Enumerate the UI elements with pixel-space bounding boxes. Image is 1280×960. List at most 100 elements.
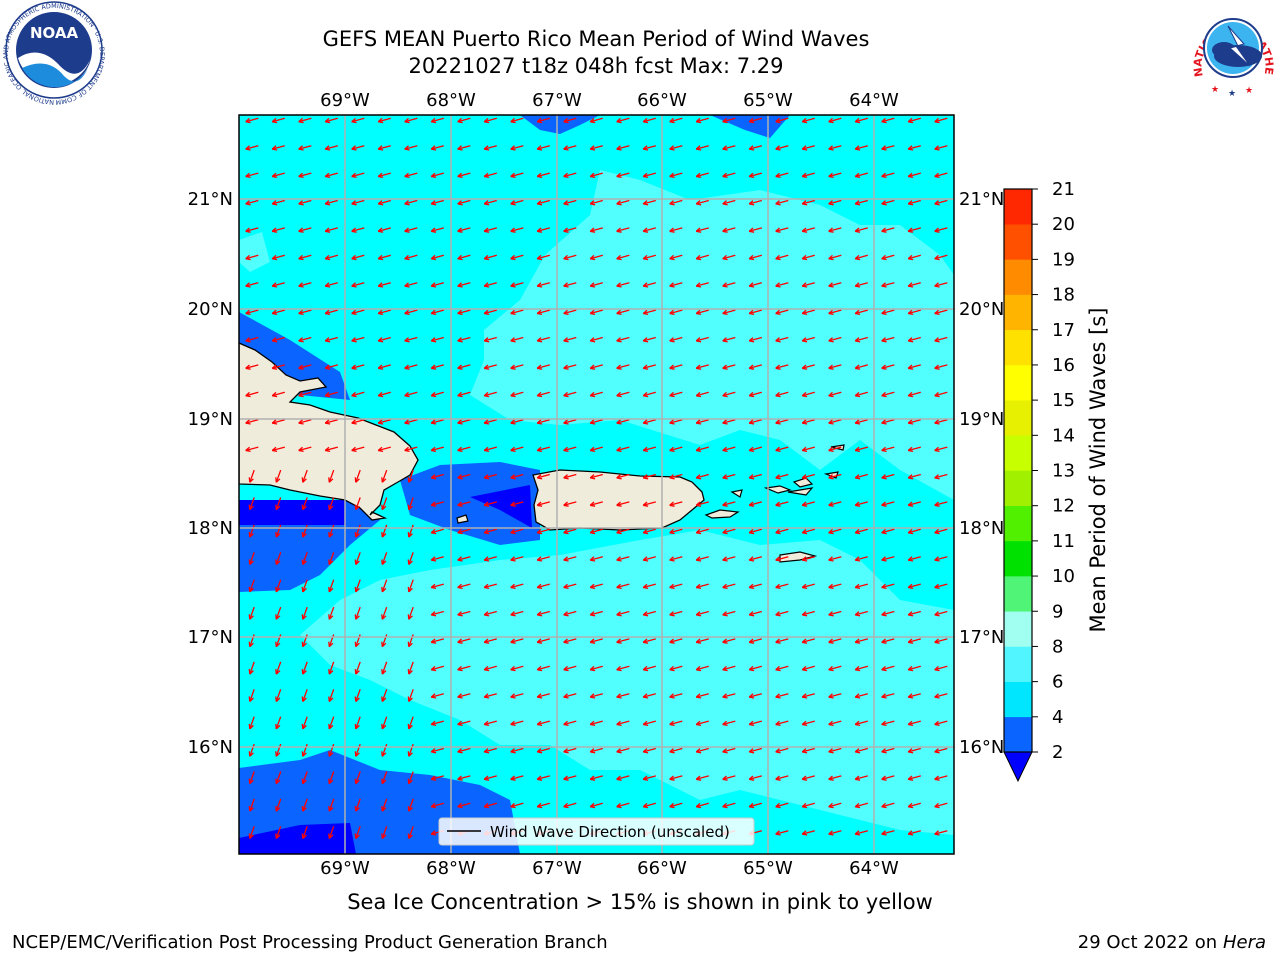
wind-wave-arrowhead [563, 723, 569, 727]
wind-wave-arrowhead [563, 778, 569, 781]
wind-wave-arrow [537, 610, 550, 616]
wind-wave-arrowhead [354, 477, 357, 483]
wind-wave-arrowhead [328, 833, 330, 839]
wind-wave-arrow [590, 419, 603, 424]
wind-wave-arrowhead [510, 285, 516, 288]
wind-wave-arrowhead [934, 669, 940, 672]
wind-wave-arrow [616, 391, 630, 397]
wind-wave-arrowhead [484, 641, 490, 644]
wind-wave-arrowhead [457, 611, 462, 616]
wind-wave-arrowhead [510, 638, 515, 643]
wind-wave-arrow [431, 528, 444, 534]
wind-wave-arrowhead [642, 200, 648, 205]
wind-wave-arrowhead [616, 230, 622, 233]
wind-wave-arrow [457, 747, 471, 753]
wind-wave-arrowhead [775, 611, 780, 616]
wind-wave-arrowhead [302, 478, 307, 483]
wind-wave-arrowhead [642, 802, 648, 808]
svg-text:NATIONAL WEATHER SERVICE: NATIONAL WEATHER SERVICE [0, 0, 1276, 78]
wind-wave-arrow [563, 665, 577, 671]
wind-wave-arrowhead [483, 474, 489, 479]
wind-wave-arrowhead [325, 312, 331, 316]
wind-wave-arrowhead [404, 254, 409, 260]
wind-wave-arrowhead [510, 559, 516, 562]
wind-wave-arrowhead [722, 175, 728, 179]
wind-wave-arrowhead [484, 175, 490, 179]
wind-wave-arrow [696, 282, 709, 287]
wind-wave-arrow [669, 172, 683, 178]
wind-wave-arrowhead [828, 312, 834, 316]
wind-wave-arrowhead [537, 203, 543, 206]
wind-wave-arrowhead [457, 227, 462, 232]
wind-wave-arrowhead [537, 395, 543, 398]
wind-wave-arrow [828, 254, 842, 260]
wind-wave-arrowhead [589, 227, 595, 232]
wind-wave-arrowhead [408, 807, 413, 812]
wind-wave-arrow [643, 336, 656, 342]
wind-wave-arrowhead [589, 775, 595, 780]
wind-wave-arrow [249, 497, 255, 510]
wind-wave-arrowhead [934, 830, 939, 835]
wind-wave-arrowhead [669, 720, 674, 725]
wind-wave-arrowhead [275, 807, 281, 812]
wind-wave-arrowhead [510, 367, 516, 370]
wind-wave-arrowhead [457, 446, 462, 451]
wind-wave-arrowhead [801, 172, 807, 177]
wind-wave-arrow [908, 172, 921, 178]
wind-wave-arrowhead [669, 282, 674, 287]
wind-wave-arrow [563, 501, 577, 506]
wind-wave-arrowhead [381, 587, 387, 593]
wind-wave-arrowhead [695, 419, 701, 424]
wind-wave-arrowhead [536, 337, 542, 342]
wind-wave-arrowhead [590, 586, 596, 590]
wind-wave-arrow [484, 501, 497, 506]
wind-wave-arrowhead [381, 641, 383, 647]
wind-wave-arrow [590, 473, 603, 479]
wind-wave-arrowhead [354, 559, 357, 565]
wind-wave-arrowhead [275, 696, 277, 702]
wind-wave-arrowhead [881, 559, 887, 562]
wind-wave-arrowhead [245, 230, 251, 233]
wind-wave-arrowhead [722, 449, 728, 453]
wind-wave-arrowhead [536, 117, 542, 123]
wind-wave-arrowhead [934, 748, 939, 753]
wind-wave-arrowhead [748, 665, 754, 671]
wind-wave-arrowhead [563, 806, 569, 809]
wind-wave-arrow [616, 473, 630, 479]
wind-wave-arrow [408, 606, 414, 620]
wind-wave-arrowhead [510, 778, 516, 781]
wind-wave-arrow [881, 665, 895, 671]
wind-wave-arrow [484, 556, 497, 561]
wind-wave-arrowhead [381, 778, 383, 784]
wind-wave-arrowhead [245, 391, 250, 397]
wind-wave-arrowhead [378, 121, 384, 124]
wind-wave-arrowhead [775, 693, 780, 698]
wind-wave-arrowhead [457, 614, 463, 617]
wind-wave-arrow [563, 693, 577, 698]
wind-wave-arrowhead [563, 367, 569, 370]
wind-wave-arrowhead [510, 200, 515, 205]
wind-wave-arrowhead [381, 642, 387, 648]
wind-wave-arrow [643, 610, 656, 616]
wind-wave-arrow [590, 172, 603, 178]
wind-wave-arrowhead [275, 834, 281, 839]
wind-wave-arrowhead [934, 641, 940, 644]
wind-wave-arrowhead [828, 282, 833, 287]
wind-wave-arrowhead [908, 367, 914, 370]
wind-wave-arrow [408, 661, 414, 675]
wind-wave-arrowhead [934, 258, 940, 261]
wind-wave-arrow [722, 364, 736, 369]
wind-wave-arrowhead [245, 227, 250, 232]
wind-wave-arrowhead [351, 254, 356, 260]
wind-wave-arrow [510, 336, 524, 342]
wind-wave-arrow [484, 583, 497, 589]
wind-wave-arrow [643, 665, 656, 671]
colorbar-segment [1004, 189, 1032, 225]
wind-wave-arrowhead [381, 505, 387, 511]
wind-wave-arrowhead [510, 227, 515, 232]
wind-wave-arrowhead [669, 200, 674, 205]
wind-wave-arrow [510, 693, 524, 698]
wind-wave-arrowhead [854, 638, 860, 643]
wind-wave-arrowhead [404, 145, 409, 150]
wind-wave-arrowhead [537, 230, 543, 233]
